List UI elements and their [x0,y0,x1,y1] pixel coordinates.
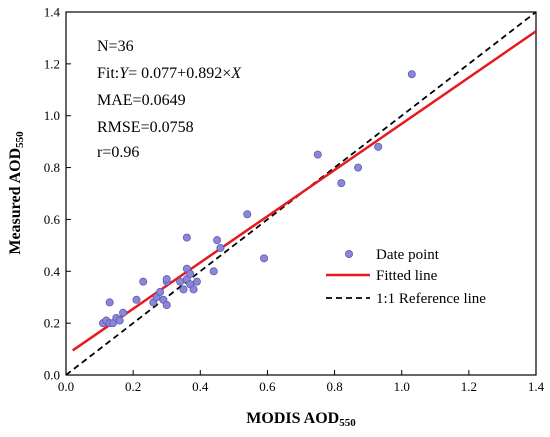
x-tick-label: 0.6 [259,379,276,394]
data-point [243,210,252,219]
x-tick-label: 0.0 [58,379,74,394]
data-point [115,316,124,325]
reference-line [66,12,536,375]
stats-annotation: N=36 Fit:Y= 0.077+0.892×X MAE=0.0649 RMS… [97,38,242,161]
fit-line [72,30,536,352]
lines-layer [66,12,536,375]
x-tick-label: 1.0 [394,379,410,394]
y-axis-title-main: Measured AOD [7,148,24,255]
y-axis-title-sub: 550 [14,131,26,148]
fit-y-var: Y [119,65,130,82]
data-point [337,179,346,188]
data-point [176,277,185,286]
data-point [192,277,201,286]
legend-reference-label: 1:1 Reference line [376,291,486,307]
data-point [374,142,383,151]
y-tick-label: 0.2 [44,316,60,331]
data-point [216,243,225,252]
data-point [189,285,198,294]
legend-points-label: Date point [376,247,440,263]
x-axis-title: MODIS AOD550 [246,410,356,429]
x-tick-label: 0.2 [125,379,141,394]
y-tick-label: 0.6 [44,212,61,227]
stat-n: N=36 [97,38,134,55]
legend-fit-label: Fitted line [376,268,438,284]
x-axis-title-sub: 550 [339,417,356,429]
stat-fit-equation: Fit:Y= 0.077+0.892×X [97,65,242,82]
stat-rmse: RMSE=0.0758 [97,119,194,136]
legend: Date point Fitted line 1:1 Reference lin… [326,247,486,307]
data-point [313,150,322,159]
data-point [182,233,191,242]
data-point [139,277,148,286]
points-layer [98,70,416,328]
fit-expression: = 0.077+0.892× [128,65,231,82]
data-point [119,308,128,317]
data-point [213,236,222,245]
data-point [407,70,416,79]
x-axis-title-main: MODIS AOD [246,410,339,427]
y-tick-label: 1.4 [44,5,61,20]
data-point [132,295,141,304]
stat-r: r=0.96 [97,144,139,161]
fit-prefix: Fit: [97,65,119,82]
x-tick-label: 0.8 [326,379,342,394]
data-point [354,163,363,172]
data-point [186,269,195,278]
stat-mae: MAE=0.0649 [97,92,186,109]
plot-frame [65,11,537,376]
y-tick-label: 1.0 [44,108,60,123]
y-tick-label: 0.8 [44,160,60,175]
legend-point-symbol [344,249,353,258]
data-point [179,285,188,294]
y-tick-label: 0.0 [44,368,60,383]
y-tick-label: 0.4 [44,264,61,279]
x-tick-label: 1.2 [461,379,477,394]
data-point [260,254,269,263]
x-tick-label: 0.4 [192,379,209,394]
x-tick-label: 1.4 [528,379,545,394]
data-point [162,300,171,309]
y-tick-label: 1.2 [44,56,60,71]
data-point [209,267,218,276]
data-point [162,275,171,284]
fit-x-var: X [230,65,242,82]
data-point [105,298,114,307]
y-axis-title: Measured AOD550 [7,131,26,255]
data-point [155,288,164,297]
axis-ticks: 0.0 0.2 0.4 0.6 0.8 1.0 1.2 1.4 0.0 0.2 0.4 0.6 0.8 1… [44,5,545,395]
